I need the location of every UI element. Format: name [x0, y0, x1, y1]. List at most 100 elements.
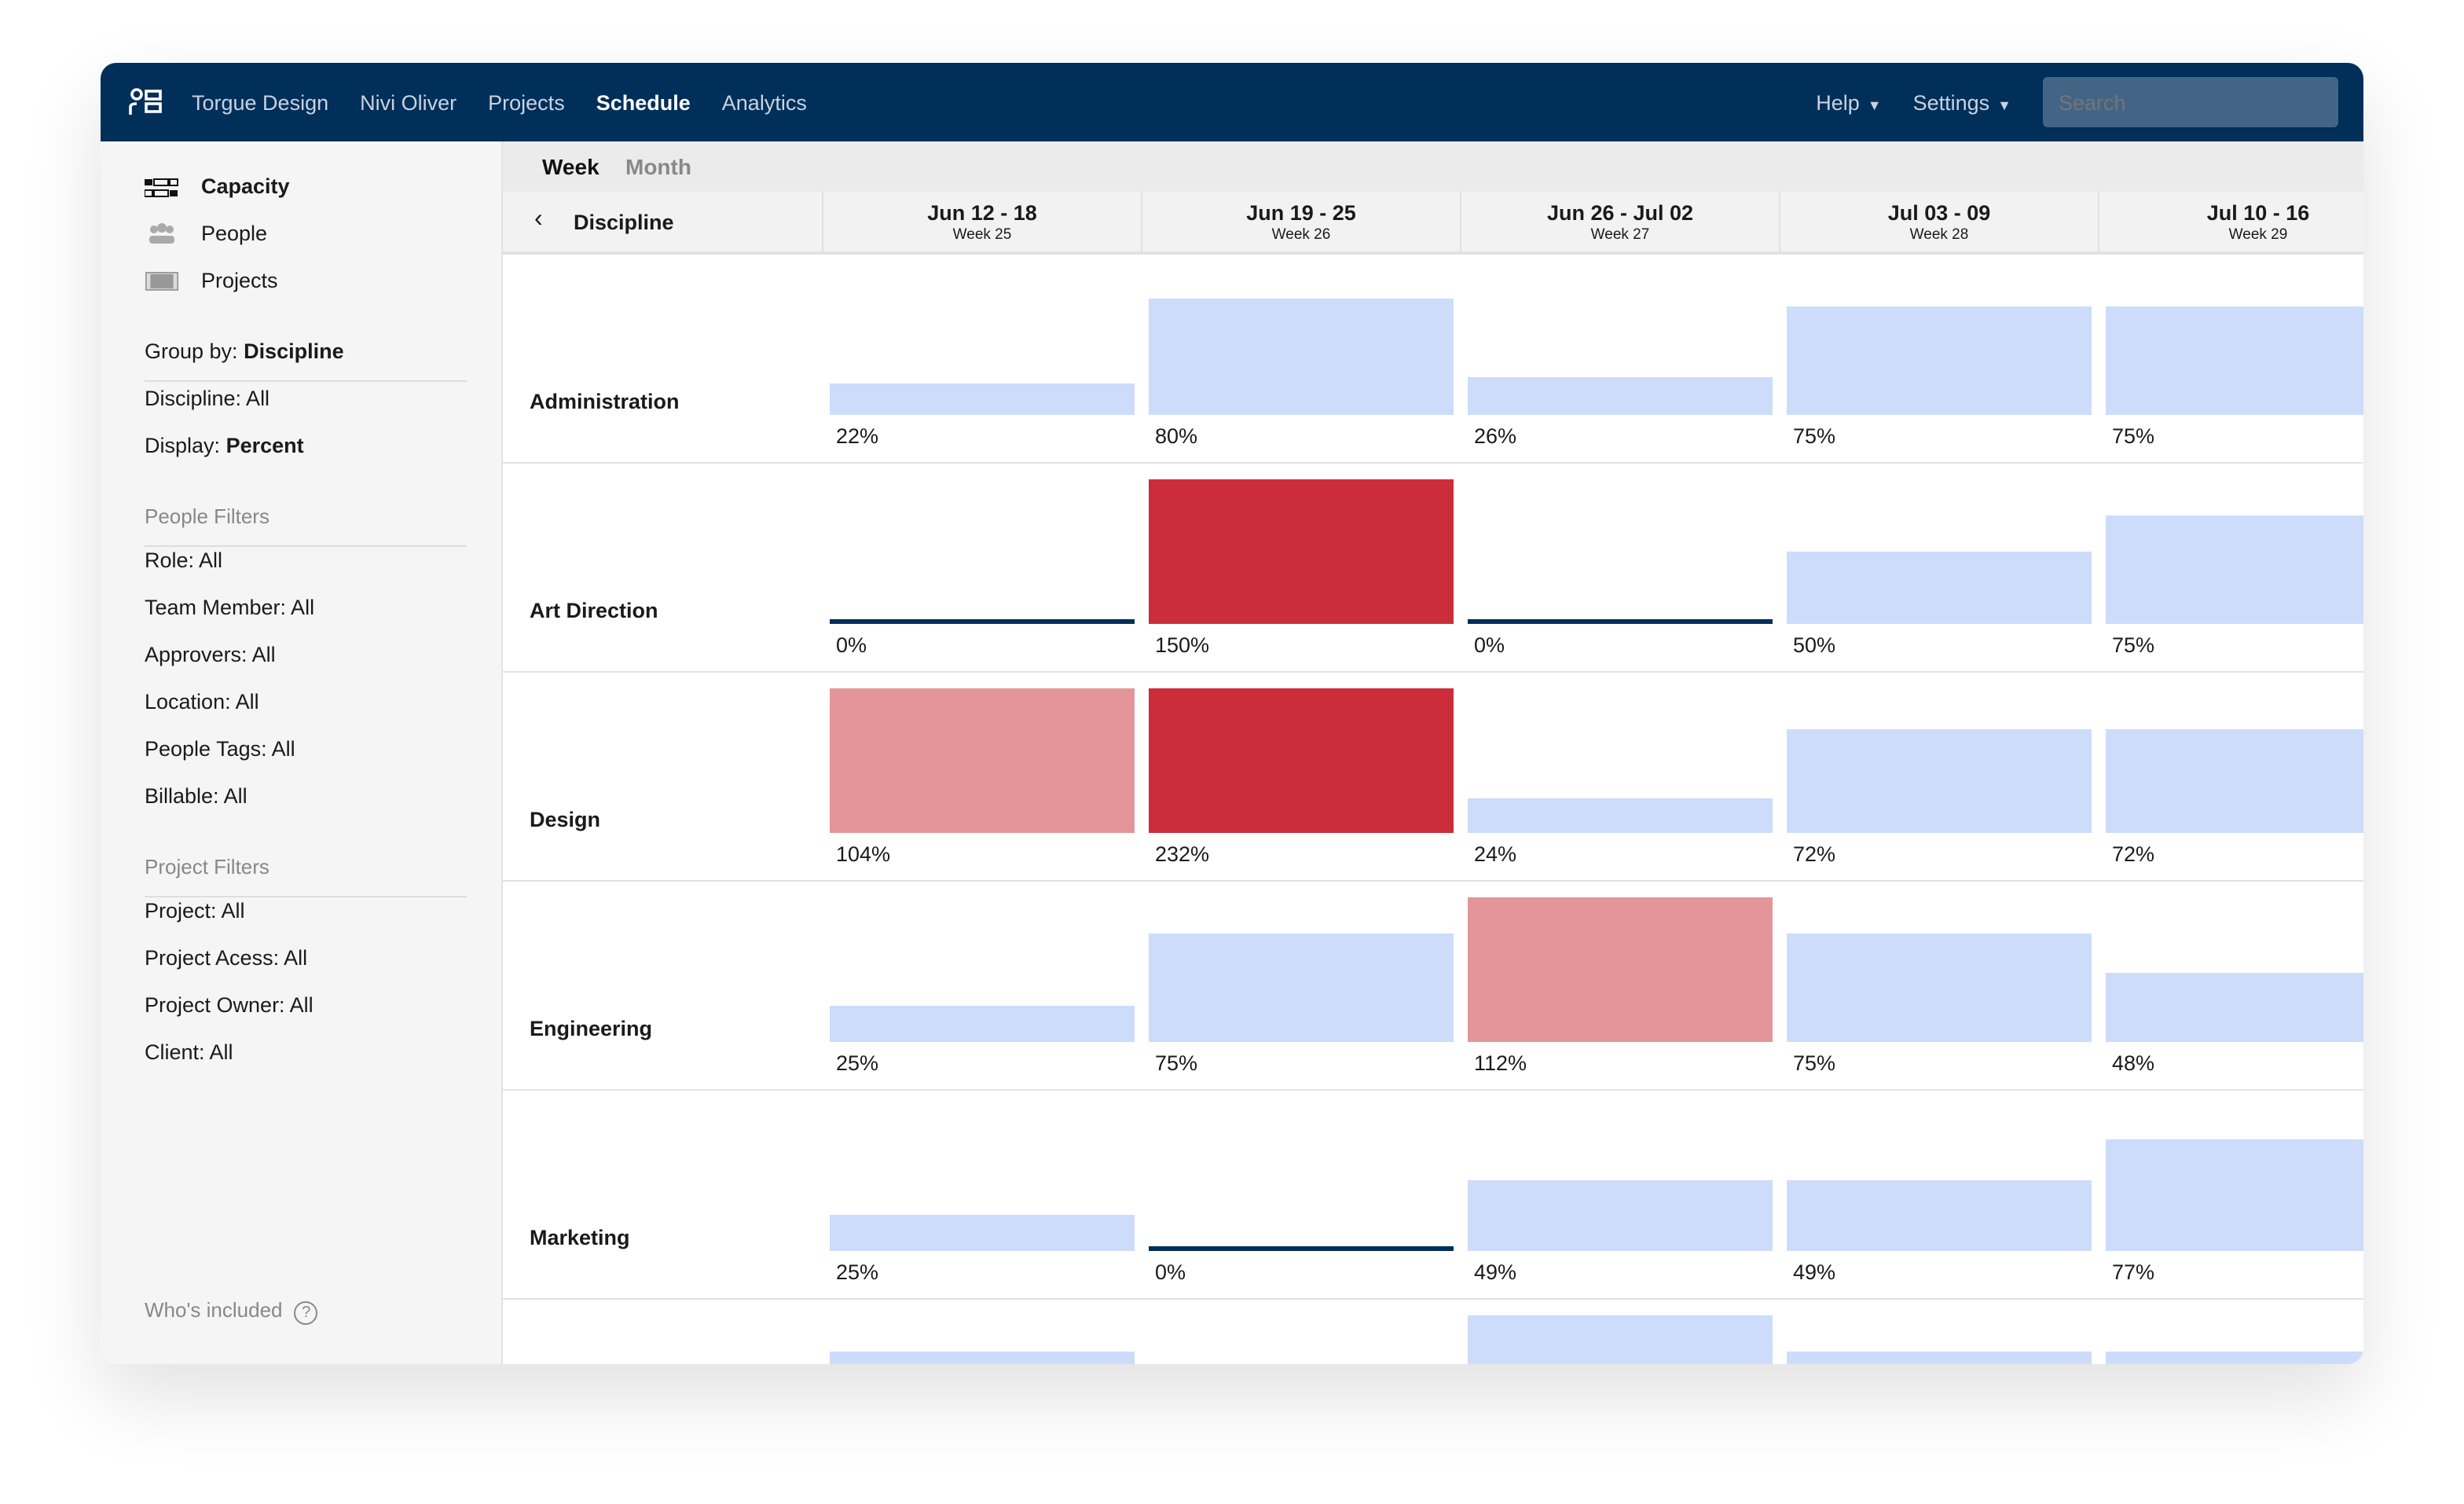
- project-filters-title: Project Filters: [145, 855, 270, 879]
- percent-label: 49%: [1474, 1260, 1517, 1284]
- tab-month[interactable]: Month: [625, 154, 691, 179]
- capacity-bar[interactable]: [830, 619, 1135, 624]
- logo-icon[interactable]: [129, 88, 163, 116]
- sidebar-item-projects[interactable]: Projects: [201, 269, 278, 292]
- client-filter[interactable]: Client: All: [145, 1040, 233, 1064]
- percent-label: 24%: [1474, 842, 1517, 866]
- percent-label: 25%: [836, 1051, 879, 1075]
- settings-menu[interactable]: Settings ▼: [1913, 90, 2011, 114]
- capacity-bar[interactable]: [1468, 619, 1773, 624]
- week-column-header: Jun 12 - 18 Week 25: [822, 192, 1141, 251]
- sidebar: Capacity People Projects Group by: Disci…: [101, 141, 503, 1364]
- capacity-bar[interactable]: [1149, 934, 1454, 1042]
- capacity-bar[interactable]: [830, 688, 1135, 833]
- display-label: Display:: [145, 434, 221, 457]
- search-input[interactable]: [2043, 77, 2338, 127]
- week-dates: Jun 19 - 25: [1246, 201, 1356, 225]
- team-member-filter[interactable]: Team Member: All: [145, 596, 315, 619]
- percent-label: 72%: [2112, 842, 2155, 866]
- nav-analytics[interactable]: Analytics: [721, 90, 807, 114]
- capacity-bar[interactable]: [1787, 728, 2092, 833]
- chevron-left-icon[interactable]: ‹: [534, 206, 543, 233]
- capacity-bar[interactable]: [1149, 299, 1454, 415]
- nav-projects[interactable]: Projects: [488, 90, 565, 114]
- projects-icon: [145, 272, 179, 291]
- capacity-bar[interactable]: [1787, 552, 2092, 624]
- help-menu[interactable]: Help ▼: [1816, 90, 1881, 114]
- percent-label: 75%: [1793, 1051, 1836, 1075]
- week-column-header: Jun 19 - 25 Week 26: [1141, 192, 1460, 251]
- capacity-bar[interactable]: [2106, 1352, 2363, 1364]
- nav-torgue-design[interactable]: Torgue Design: [192, 90, 329, 114]
- settings-label: Settings: [1912, 90, 1990, 114]
- project-filter[interactable]: Project: All: [145, 899, 245, 923]
- location-filter[interactable]: Location: All: [145, 690, 259, 713]
- help-label: Help: [1816, 90, 1860, 114]
- week-dates: Jun 12 - 18: [927, 201, 1037, 225]
- capacity-bar[interactable]: [1468, 1315, 1773, 1364]
- capacity-bar[interactable]: [2106, 1139, 2363, 1251]
- timeline-header: ‹ Discipline Jun 12 - 18 Week 25 Jun 19 - …: [503, 192, 2363, 255]
- capacity-bar[interactable]: [1468, 1179, 1773, 1251]
- capacity-bar[interactable]: [1149, 479, 1454, 624]
- percent-label: 49%: [1793, 1260, 1836, 1284]
- percent-label: 75%: [2112, 424, 2155, 448]
- capacity-bar[interactable]: [830, 1215, 1135, 1251]
- capacity-bar[interactable]: [2106, 972, 2363, 1042]
- week-number: Week 26: [1271, 226, 1331, 244]
- week-dates: Jun 26 - Jul 02: [1546, 201, 1694, 225]
- nav-nivi-oliver[interactable]: Nivi Oliver: [360, 90, 457, 114]
- week-column-header: Jul 03 - 09 Week 28: [1779, 192, 2098, 251]
- discipline-label: Marketing: [530, 1226, 630, 1249]
- table-row: Administration 22% 80% 26% 75% 75%: [503, 255, 2363, 464]
- project-access-filter[interactable]: Project Acess: All: [145, 946, 308, 970]
- role-filter[interactable]: Role: All: [145, 548, 223, 572]
- project-owner-filter[interactable]: Project Owner: All: [145, 993, 314, 1017]
- percent-label: 0%: [1474, 633, 1505, 657]
- display-value: Percent: [226, 434, 304, 457]
- people-icon: [149, 223, 174, 244]
- capacity-bar[interactable]: [1149, 688, 1454, 833]
- week-column-header: Jun 26 - Jul 02 Week 27: [1460, 192, 1779, 251]
- group-by-filter[interactable]: Group by: Discipline: [145, 339, 344, 363]
- table-row: Art Direction 0% 150% 0% 50% 75%: [503, 464, 2363, 673]
- capacity-bar[interactable]: [1468, 897, 1773, 1042]
- group-by-label: Group by:: [145, 339, 238, 363]
- capacity-bar[interactable]: [1468, 377, 1773, 415]
- caret-down-icon: ▼: [1997, 97, 2011, 112]
- nav-schedule[interactable]: Schedule: [596, 90, 691, 114]
- capacity-bar[interactable]: [1787, 934, 2092, 1042]
- capacity-bar[interactable]: [2106, 728, 2363, 833]
- discipline-filter[interactable]: Discipline: All: [145, 387, 270, 410]
- capacity-bar[interactable]: [2106, 306, 2363, 415]
- capacity-bar[interactable]: [830, 1352, 1135, 1364]
- sidebar-item-people[interactable]: People: [201, 222, 268, 245]
- percent-label: 72%: [1793, 842, 1836, 866]
- capacity-bar[interactable]: [1468, 798, 1773, 833]
- tab-week[interactable]: Week: [542, 154, 600, 179]
- capacity-bar[interactable]: [1787, 306, 2092, 415]
- people-tags-filter[interactable]: People Tags: All: [145, 737, 295, 761]
- capacity-bar[interactable]: [1149, 1246, 1454, 1251]
- percent-label: 25%: [836, 1260, 879, 1284]
- whos-included-link[interactable]: Who's included ?: [145, 1298, 318, 1325]
- sidebar-item-capacity[interactable]: Capacity: [201, 174, 290, 198]
- percent-label: 75%: [1793, 424, 1836, 448]
- capacity-bar[interactable]: [2106, 515, 2363, 624]
- billable-filter[interactable]: Billable: All: [145, 784, 248, 808]
- week-dates: Jul 10 - 16: [2206, 201, 2310, 225]
- capacity-bar[interactable]: [1787, 1352, 2092, 1364]
- week-number: Week 28: [1909, 226, 1969, 244]
- divider: [145, 545, 467, 547]
- divider: [145, 380, 467, 382]
- capacity-bar[interactable]: [830, 1006, 1135, 1042]
- week-number: Week 29: [2228, 226, 2288, 244]
- percent-label: 26%: [1474, 424, 1517, 448]
- display-filter[interactable]: Display: Percent: [145, 434, 304, 457]
- capacity-bar[interactable]: [1787, 1179, 2092, 1251]
- approvers-filter[interactable]: Approvers: All: [145, 643, 276, 666]
- capacity-bar[interactable]: [830, 383, 1135, 415]
- group-header: Discipline: [574, 211, 674, 234]
- people-filters-title: People Filters: [145, 504, 270, 528]
- top-nav: Torgue Design Nivi Oliver Projects Sched…: [101, 63, 2363, 141]
